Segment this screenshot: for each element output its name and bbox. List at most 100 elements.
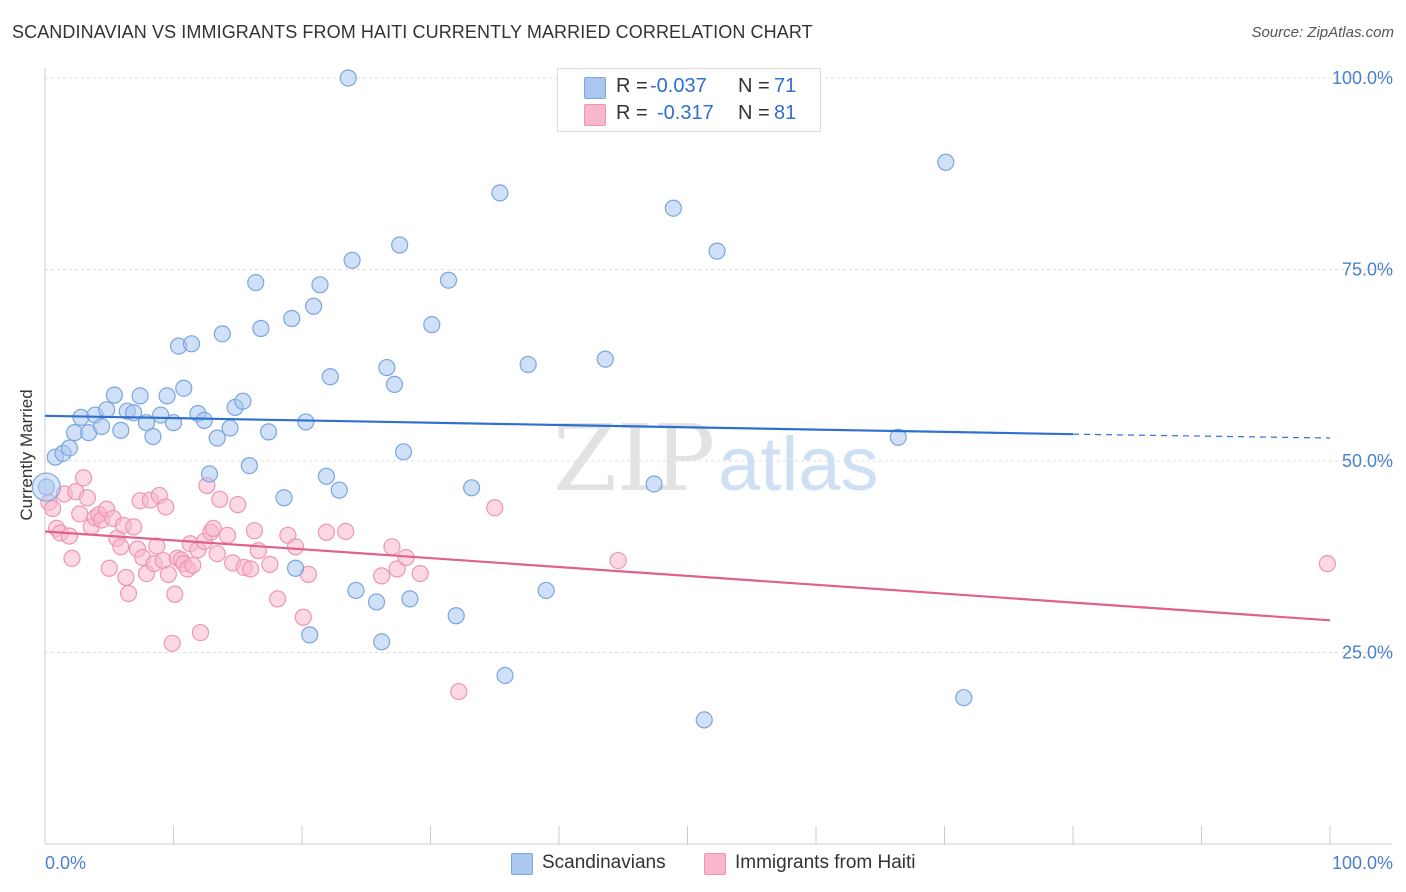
scandinavians-point: [343, 251, 361, 269]
haiti-point: [119, 584, 138, 603]
y-tick-label: 50.0%: [1342, 451, 1393, 471]
scandinavians-point: [105, 386, 123, 404]
scandinavians-point: [131, 387, 149, 405]
scandinavians-point: [297, 413, 315, 431]
scandinavians-point: [286, 559, 305, 577]
haiti-point: [157, 498, 175, 516]
haiti-point: [268, 590, 287, 608]
haiti-point: [337, 522, 355, 541]
legend-r-label: R =: [616, 102, 648, 124]
haiti-point: [117, 568, 135, 587]
haiti-point: [71, 505, 89, 523]
scandinavians-point: [447, 607, 465, 625]
scandinavians-point: [221, 419, 239, 437]
scandinavians-point: [496, 666, 514, 685]
scandinavians-point: [401, 590, 419, 608]
x-tick-label: 100.0%: [1332, 853, 1393, 873]
scandinavians-point: [182, 335, 201, 353]
bottom-legend-label: Immigrants from Haiti: [735, 852, 916, 873]
haiti-point: [191, 623, 210, 642]
haiti-point: [486, 499, 504, 517]
haiti-point: [261, 555, 279, 574]
scandinavians-point: [385, 375, 404, 393]
correlation-legend: R = -0.037 N = 71 R = -0.317 N = 81: [557, 68, 821, 132]
legend-swatch-blue: [584, 77, 606, 99]
scandinavians-point: [708, 242, 726, 260]
haiti-point: [211, 490, 229, 508]
bottom-legend-label: Scandinavians: [542, 852, 666, 873]
haiti-point: [208, 545, 226, 563]
legend-r-value: -0.037: [650, 75, 707, 97]
scandinavians-point: [347, 581, 365, 600]
scandinavians-point: [367, 593, 386, 611]
scandinavians-point: [240, 456, 258, 475]
scandinavians-point: [275, 489, 293, 507]
haiti-point: [125, 518, 143, 536]
scandinavians-point: [60, 439, 79, 457]
scandinavians-point: [889, 428, 907, 446]
watermark: ZIP atlas: [553, 405, 879, 512]
scandinavians-point: [373, 633, 391, 651]
haiti-point: [159, 565, 177, 583]
watermark-atlas: atlas: [718, 422, 879, 507]
haiti-point: [373, 567, 391, 585]
haiti-point: [317, 523, 336, 541]
legend-n-label: N =: [738, 75, 770, 97]
scandinavians-point: [394, 443, 413, 461]
scandinavians-point: [195, 411, 213, 430]
scandinavians-point: [439, 271, 458, 289]
haiti-point: [242, 560, 260, 578]
y-tick-label: 100.0%: [1332, 68, 1393, 88]
scandinavians-trend-extension: [1072, 433, 1331, 439]
bottom-legend-swatch-pink: [704, 853, 726, 875]
haiti-point: [609, 551, 627, 570]
scandinavians-point: [37, 478, 55, 496]
bottom-legend-swatch-blue: [511, 853, 533, 875]
scandinavians-point: [645, 475, 663, 493]
scandinavians-point: [208, 429, 226, 447]
legend-n-value: 81: [774, 102, 797, 124]
scandinavians-point: [955, 689, 973, 707]
haiti-point: [286, 538, 305, 556]
scandinavians-point: [463, 479, 481, 497]
scandinavians-point: [234, 392, 252, 410]
haiti-point: [388, 560, 406, 578]
scandinavians-point: [200, 465, 219, 483]
scandinavians-point: [252, 319, 270, 338]
scandinavians-point: [144, 427, 162, 446]
haiti-trend-line: [44, 530, 1331, 622]
haiti-point: [74, 469, 93, 487]
source-credit: Source: ZipAtlas.com: [1251, 24, 1394, 41]
y-tick-label: 25.0%: [1342, 643, 1393, 663]
haiti-point: [204, 519, 222, 538]
legend-n-label: N =: [738, 102, 770, 124]
scandinavians-point: [491, 184, 509, 202]
legend-swatch-pink: [584, 104, 606, 126]
scandinavians-point: [301, 626, 319, 644]
scandinavians-point: [213, 325, 231, 343]
scandinavians-point: [247, 273, 265, 292]
legend-n-value: 71: [774, 75, 797, 97]
scandinavians-point: [695, 711, 713, 729]
scandinavians-point: [317, 467, 336, 485]
series-scandinavians-points: [31, 69, 973, 729]
chart-title: SCANDINAVIAN VS IMMIGRANTS FROM HAITI CU…: [12, 22, 813, 42]
haiti-point: [166, 585, 184, 603]
haiti-point: [44, 499, 62, 518]
tick-labels: 25.0% 50.0% 75.0% 100.0% 0.0% 100.0%: [45, 68, 1393, 873]
scandinavians-point: [937, 153, 955, 171]
scandinavians-point: [283, 309, 301, 328]
legend-r-value: -0.317: [657, 102, 714, 124]
series-haiti-points: [40, 469, 1337, 701]
scandinavians-point: [423, 316, 441, 334]
y-axis-label: Currently Married: [17, 389, 36, 520]
y-tick-label: 75.0%: [1342, 260, 1393, 280]
haiti-point: [100, 559, 118, 577]
scandinavians-point: [391, 236, 409, 254]
scandinavians-point: [259, 423, 278, 441]
axes: [44, 68, 1392, 845]
scandinavians-point: [339, 69, 357, 87]
haiti-point: [450, 682, 468, 701]
scandinavians-point: [98, 401, 116, 419]
